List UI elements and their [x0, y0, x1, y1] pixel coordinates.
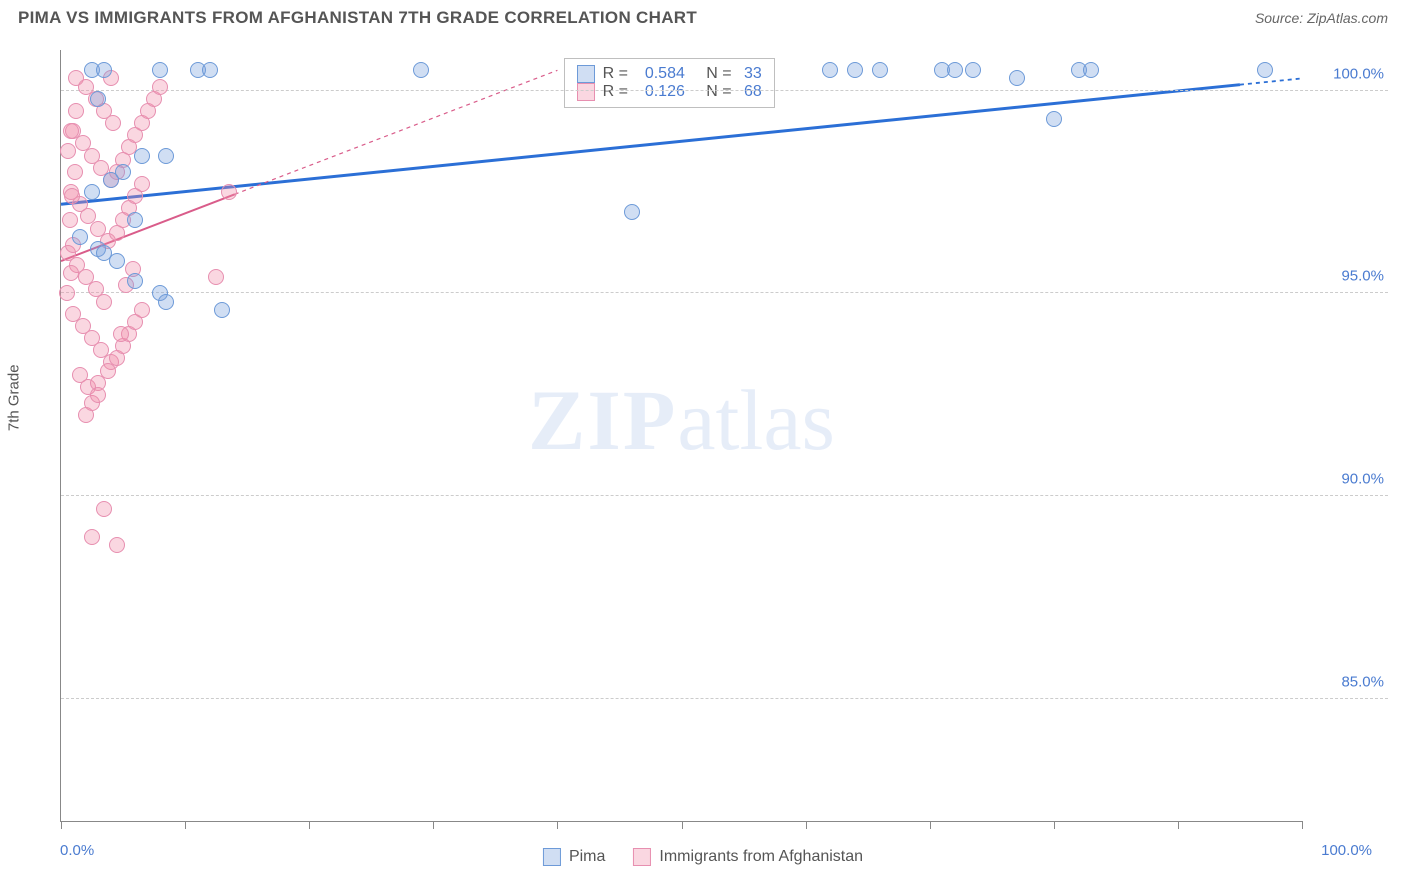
data-point — [822, 62, 838, 78]
source-label: Source: ZipAtlas.com — [1255, 10, 1388, 26]
data-point — [127, 212, 143, 228]
data-point — [96, 501, 112, 517]
data-point — [965, 62, 981, 78]
x-tick — [1178, 821, 1179, 829]
y-axis-label: 7th Grade — [6, 364, 23, 431]
y-tick-label: 95.0% — [1341, 268, 1384, 285]
data-point — [158, 148, 174, 164]
data-point — [158, 294, 174, 310]
legend-row: R = 0.126 N = 68 — [577, 83, 762, 101]
gridline — [61, 292, 1388, 293]
x-tick-max: 100.0% — [1321, 842, 1372, 859]
data-point — [1009, 70, 1025, 86]
data-point — [1083, 62, 1099, 78]
data-point — [1046, 111, 1062, 127]
gridline — [61, 698, 1388, 699]
data-point — [63, 123, 79, 139]
stats-legend: R = 0.584 N = 33R = 0.126 N = 68 — [564, 58, 775, 108]
x-tick — [61, 821, 62, 829]
x-tick — [309, 821, 310, 829]
data-point — [134, 148, 150, 164]
data-point — [214, 302, 230, 318]
legend-item: Immigrants from Afghanistan — [633, 848, 863, 866]
x-tick — [433, 821, 434, 829]
data-point — [68, 103, 84, 119]
y-tick-label: 100.0% — [1333, 65, 1384, 82]
data-point — [134, 302, 150, 318]
legend-item: Pima — [543, 848, 605, 866]
data-point — [413, 62, 429, 78]
x-tick — [1054, 821, 1055, 829]
x-tick — [185, 821, 186, 829]
x-tick — [930, 821, 931, 829]
data-point — [208, 269, 224, 285]
data-point — [96, 62, 112, 78]
data-point — [59, 285, 75, 301]
data-point — [624, 204, 640, 220]
data-point — [64, 188, 80, 204]
chart-container: 7th Grade ZIPatlas R = 0.584 N = 33R = 0… — [18, 40, 1388, 872]
data-point — [115, 164, 131, 180]
data-point — [847, 62, 863, 78]
data-point — [113, 326, 129, 342]
data-point — [872, 62, 888, 78]
data-point — [1257, 62, 1273, 78]
y-tick-label: 85.0% — [1341, 674, 1384, 691]
data-point — [152, 62, 168, 78]
trend-lines — [61, 50, 1302, 821]
data-point — [90, 91, 106, 107]
x-tick — [682, 821, 683, 829]
watermark: ZIPatlas — [528, 370, 835, 470]
gridline — [61, 495, 1388, 496]
x-tick — [1302, 821, 1303, 829]
legend-row: R = 0.584 N = 33 — [577, 65, 762, 83]
data-point — [84, 529, 100, 545]
data-point — [72, 229, 88, 245]
plot-area: ZIPatlas R = 0.584 N = 33R = 0.126 N = 6… — [60, 50, 1302, 822]
data-point — [67, 164, 83, 180]
data-point — [109, 537, 125, 553]
gridline — [61, 90, 1388, 91]
chart-title: PIMA VS IMMIGRANTS FROM AFGHANISTAN 7TH … — [18, 8, 697, 28]
data-point — [84, 184, 100, 200]
x-tick — [806, 821, 807, 829]
data-point — [90, 387, 106, 403]
data-point — [96, 245, 112, 261]
series-legend: Pima Immigrants from Afghanistan — [543, 848, 863, 866]
data-point — [127, 273, 143, 289]
x-tick-min: 0.0% — [60, 842, 94, 859]
x-tick — [557, 821, 558, 829]
data-point — [105, 115, 121, 131]
data-point — [221, 184, 237, 200]
data-point — [60, 143, 76, 159]
data-point — [152, 79, 168, 95]
y-tick-label: 90.0% — [1341, 471, 1384, 488]
data-point — [63, 265, 79, 281]
data-point — [947, 62, 963, 78]
data-point — [96, 294, 112, 310]
data-point — [62, 212, 78, 228]
data-point — [202, 62, 218, 78]
data-point — [134, 176, 150, 192]
